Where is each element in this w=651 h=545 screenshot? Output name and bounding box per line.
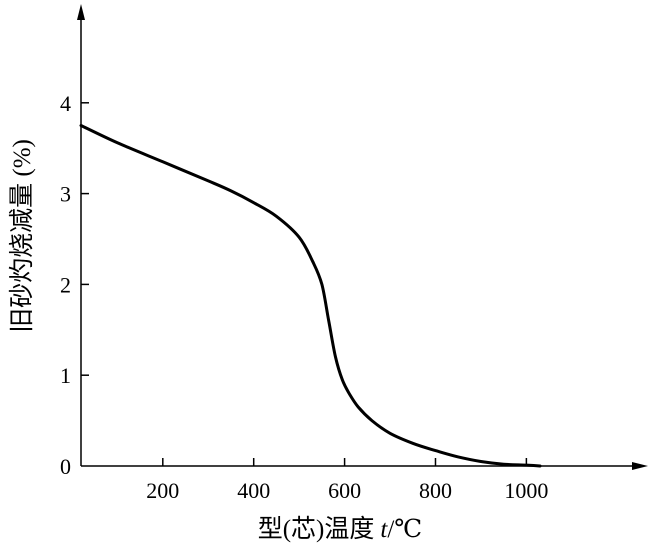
x-ticks: 200 400 600 800 1000 bbox=[146, 458, 548, 503]
x-tick-label: 200 bbox=[146, 478, 179, 503]
y-tick-label: 2 bbox=[60, 272, 71, 297]
y-axis-title: 旧砂灼烧减量 (%) bbox=[8, 139, 36, 333]
x-axis-title-unit: /℃ bbox=[387, 516, 422, 543]
y-tick-label: 0 bbox=[60, 454, 71, 479]
y-axis bbox=[77, 4, 85, 466]
x-tick-label: 600 bbox=[328, 478, 361, 503]
x-axis-title: 型(芯)温度 t/℃ bbox=[258, 515, 423, 543]
y-axis-arrow-icon bbox=[77, 4, 85, 20]
x-tick-label: 1000 bbox=[504, 478, 548, 503]
y-tick-label: 4 bbox=[60, 91, 71, 116]
x-tick-label: 400 bbox=[237, 478, 270, 503]
y-tick-label: 1 bbox=[60, 363, 71, 388]
x-axis-title-symbol: t bbox=[380, 516, 388, 543]
y-tick-label: 3 bbox=[60, 182, 71, 207]
series-line bbox=[79, 124, 542, 468]
x-tick-label: 800 bbox=[419, 478, 452, 503]
y-ticks: 0 1 2 3 4 bbox=[60, 91, 89, 479]
x-axis-title-prefix: 型(芯)温度 bbox=[258, 515, 375, 543]
x-axis-arrow-icon bbox=[632, 462, 648, 470]
x-axis bbox=[81, 462, 648, 470]
